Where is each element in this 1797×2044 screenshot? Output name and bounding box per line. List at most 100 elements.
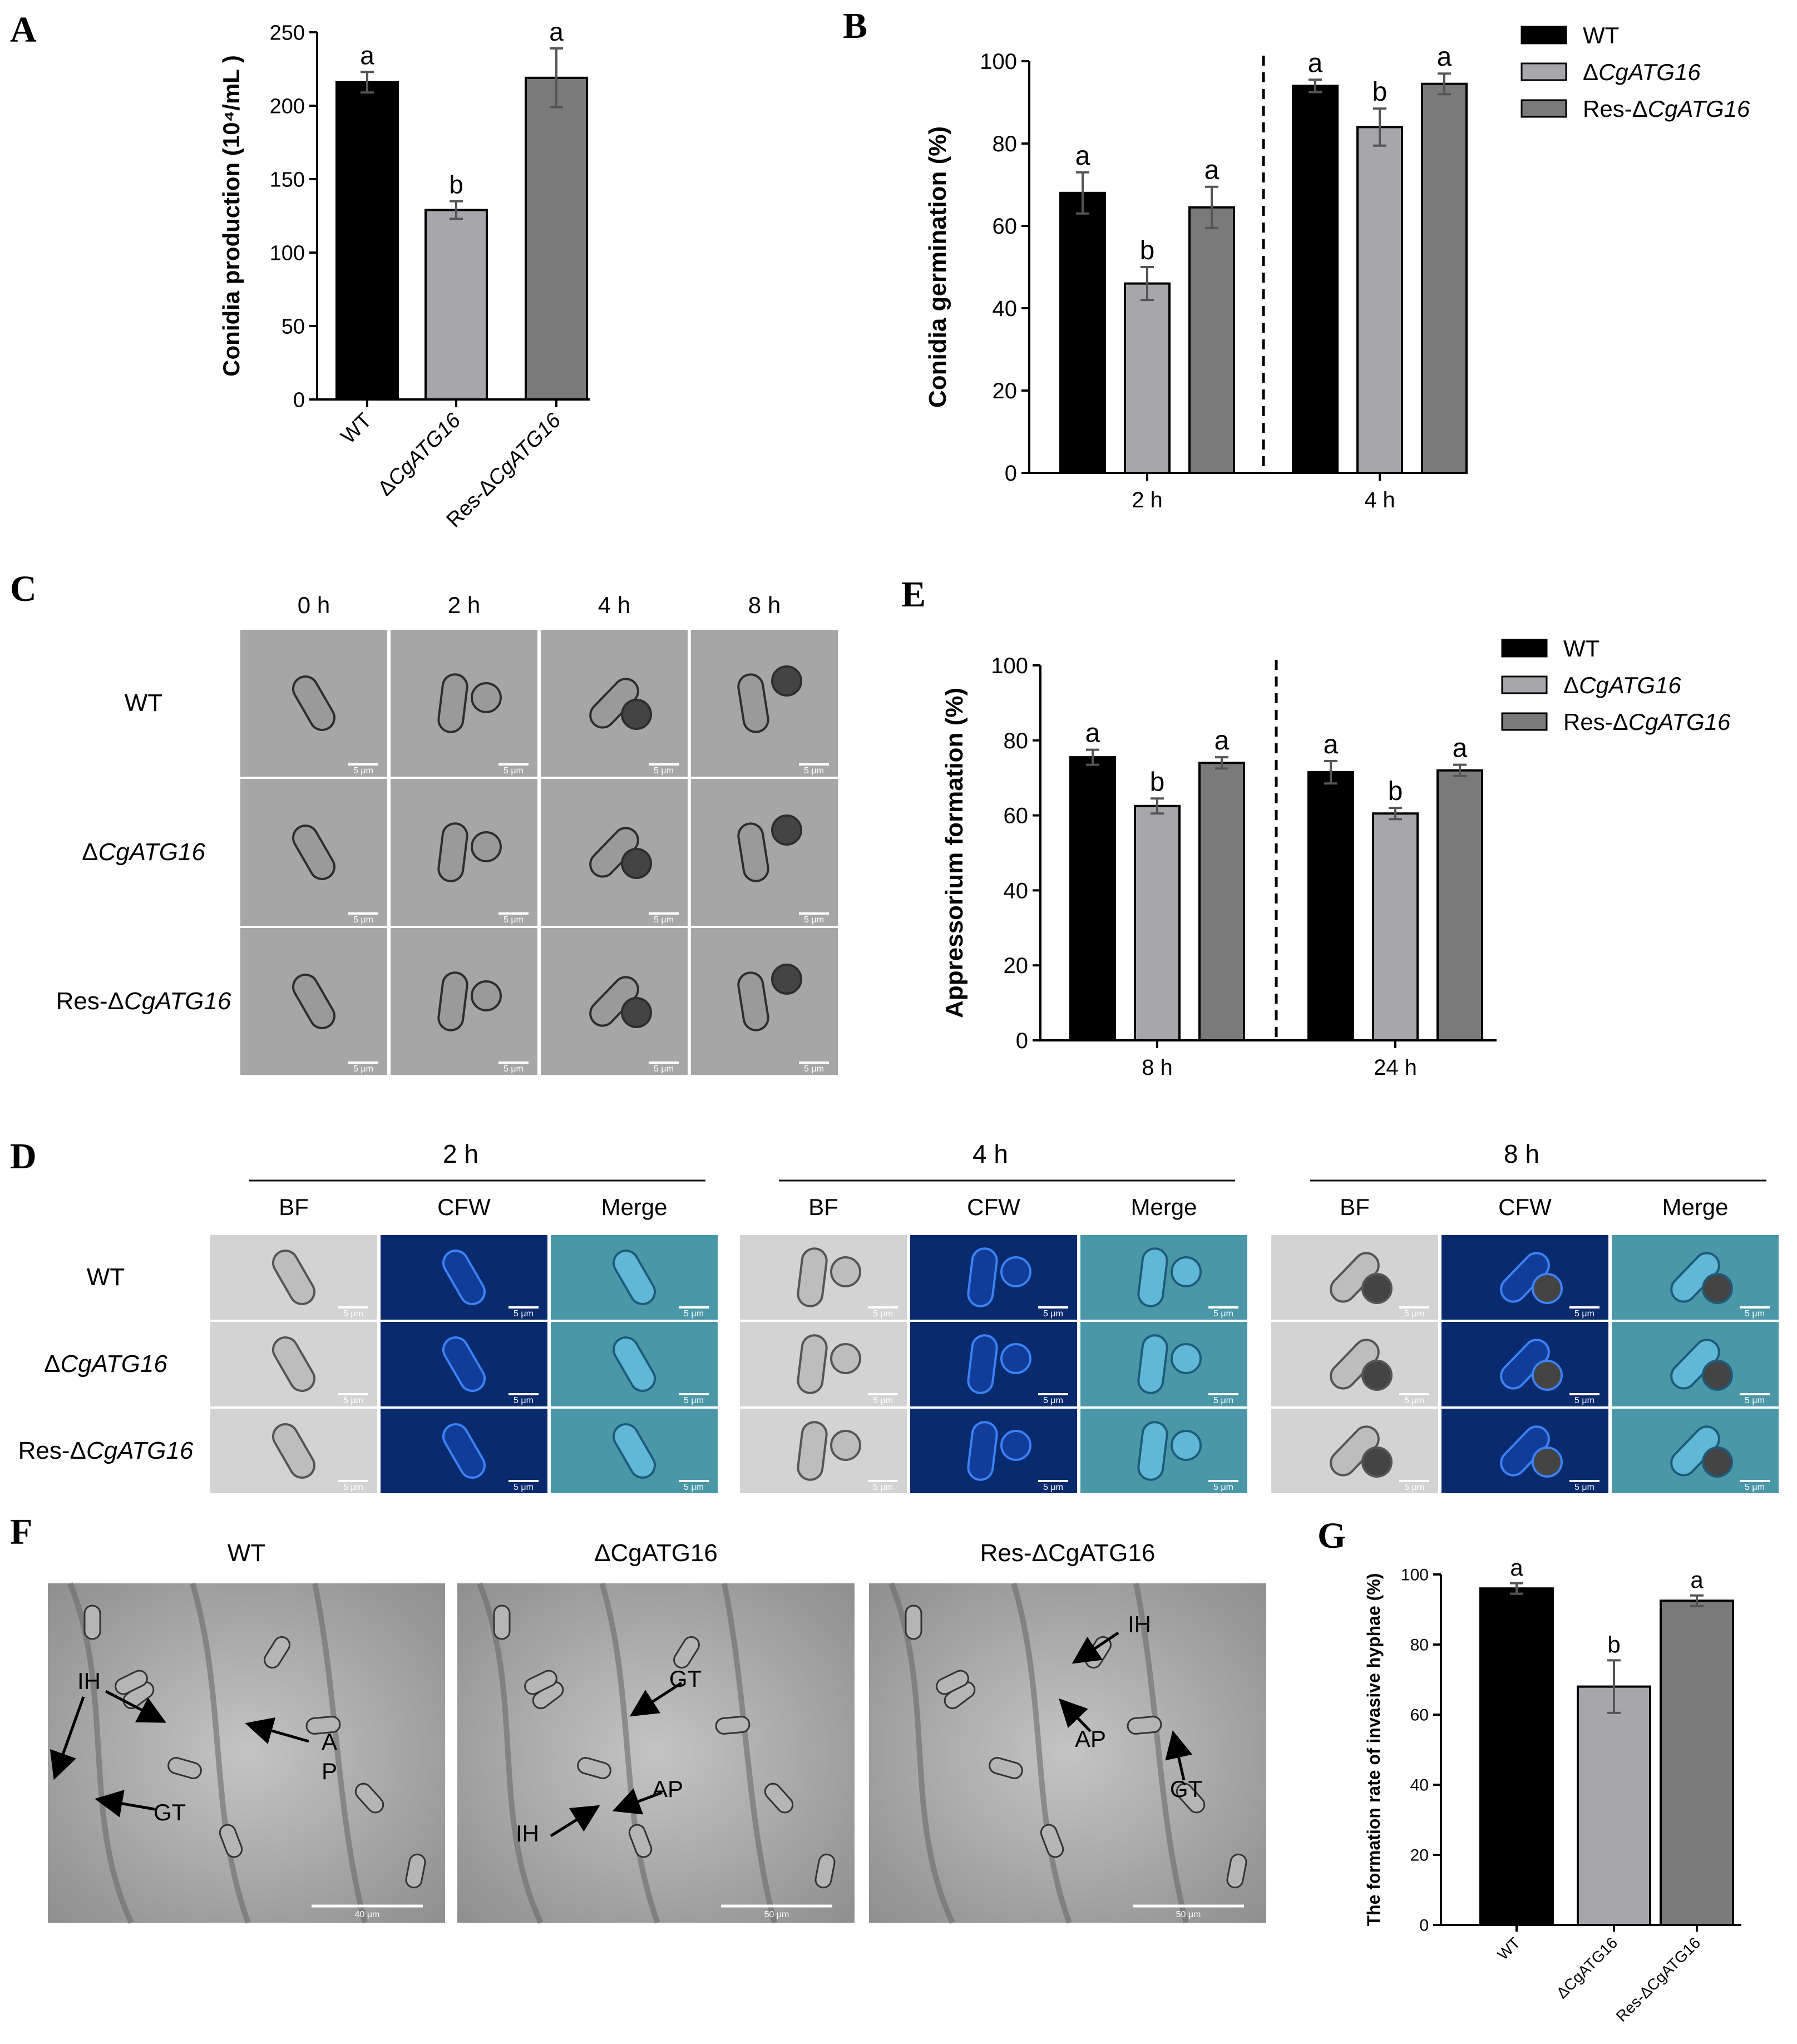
structure-label: AP <box>652 1776 683 1802</box>
scale-bar-label: 5 μm <box>514 1309 534 1319</box>
bar <box>335 81 399 401</box>
y-tick-label: 20 <box>993 379 1018 403</box>
scale-bar-label: 5 μm <box>503 915 524 925</box>
conidium-shape <box>442 1423 486 1479</box>
plant-cell-wall <box>722 1583 777 1924</box>
channel-header: CFW <box>1498 1194 1552 1220</box>
conidium-shape <box>967 1334 998 1394</box>
x-tick-label: ΔCgATG16 <box>1553 1934 1621 2002</box>
column-header: 8 h <box>748 592 781 618</box>
label-prefix: Res-Δ <box>1583 96 1648 122</box>
scale-bar-label: 5 μm <box>1574 1396 1594 1405</box>
y-axis-label: Conidia germination (%) <box>924 126 951 408</box>
label-gene: CgATG16 <box>383 408 466 491</box>
bar <box>1059 191 1106 474</box>
label-prefix: WT <box>1563 635 1599 661</box>
y-tick-label: 250 <box>270 21 305 45</box>
label-gene: CgATG16 <box>1579 672 1681 698</box>
chart-b: 0 20 40 60 80 100 Conidia germination (%) a b a 2 … <box>924 22 1750 512</box>
structure-label: GT <box>1170 1776 1202 1802</box>
panel-label-g: G <box>1317 1515 1346 1556</box>
significance-letter: b <box>1607 1631 1620 1657</box>
conidium-shape <box>83 1604 101 1640</box>
y-tick-label: 150 <box>270 168 305 191</box>
structure-label: IH <box>516 1820 539 1846</box>
conidium-shape <box>577 1757 611 1779</box>
significance-letter: b <box>1140 236 1155 265</box>
panel-label-e: E <box>901 574 926 615</box>
scale-bar-label: 5 μm <box>343 1396 363 1405</box>
conidium-shape <box>264 1636 290 1669</box>
conidium-shape <box>1137 1247 1168 1307</box>
channel-header: Merge <box>1662 1194 1728 1220</box>
scale-bar-label: 5 μm <box>1213 1396 1233 1405</box>
arrow-icon <box>50 1696 85 1780</box>
y-tick-label: 100 <box>980 50 1017 74</box>
timepoint-header: 4 h <box>972 1139 1008 1168</box>
significance-letter: a <box>1437 42 1452 72</box>
significance-letter: a <box>1324 730 1339 759</box>
conidium-shape <box>613 1250 656 1305</box>
appressorium-shape <box>1532 1360 1563 1391</box>
conidium-shape <box>115 1670 148 1695</box>
conidium-shape <box>292 824 335 880</box>
appressorium-shape <box>771 964 802 995</box>
significance-letter: b <box>1373 77 1388 107</box>
bar <box>1134 804 1181 1041</box>
appressorium-shape <box>771 665 802 697</box>
scale-bar-label: 5 μm <box>684 1309 704 1319</box>
scale-bar-label: 50 μm <box>764 1910 789 1919</box>
channel-header: Merge <box>1130 1194 1197 1220</box>
y-tick-label: 0 <box>1016 1029 1028 1053</box>
image-title: Res-ΔCgATG16 <box>980 1539 1156 1567</box>
arrow-icon <box>1165 1730 1193 1781</box>
appressorium-shape <box>830 1430 861 1461</box>
timepoint-header: 2 h <box>443 1139 478 1168</box>
scale-bar-label: 5 μm <box>353 1064 373 1074</box>
bar <box>424 209 488 401</box>
conidium-shape <box>1040 1824 1064 1858</box>
appressorium-shape <box>471 980 502 1011</box>
row-label: WT <box>87 1263 125 1291</box>
significance-letter: a <box>1204 156 1220 185</box>
appressorium-shape <box>1171 1430 1202 1461</box>
image-title: WT <box>228 1539 265 1567</box>
significance-letter: a <box>549 17 564 46</box>
label-prefix: Δ <box>1563 672 1579 698</box>
column-header: 4 h <box>598 592 630 618</box>
row-label: Res-ΔCgATG16 <box>18 1437 194 1464</box>
legend-label: WT <box>1583 22 1619 48</box>
scale-bar-label: 5 μm <box>1404 1309 1424 1319</box>
conidium-shape <box>967 1421 998 1481</box>
y-tick-label: 100 <box>1401 1566 1429 1584</box>
legend-label: WT <box>1563 635 1599 661</box>
scale-bar-label: 5 μm <box>684 1396 704 1405</box>
scale-bar-label: 5 μm <box>353 766 373 776</box>
scale-bar-label: 5 μm <box>873 1483 893 1492</box>
significance-letter: a <box>1510 1554 1523 1581</box>
scale-bar-label: 40 μm <box>355 1910 380 1919</box>
label-gene: CgATG16 <box>86 1437 194 1464</box>
y-tick-label: 60 <box>993 214 1018 239</box>
field-image <box>48 1583 445 1923</box>
y-axis-label: Appressorium formation (%) <box>941 688 968 1018</box>
arrow-icon <box>1072 1631 1119 1664</box>
channel-header: CFW <box>967 1194 1020 1220</box>
legend-swatch <box>1520 62 1567 81</box>
label-prefix: Res-Δ <box>18 1437 86 1464</box>
scale-bar-label: 5 μm <box>514 1483 534 1492</box>
conidium-shape <box>524 1670 557 1695</box>
label-gene: CgATG16 <box>98 838 206 866</box>
legend-label: ΔCgATG16 <box>1583 59 1701 85</box>
conidium-shape <box>797 1421 828 1481</box>
scale-bar-label: 5 μm <box>654 915 674 925</box>
panel-label-f: F <box>10 1512 32 1552</box>
y-tick-label: 80 <box>1004 729 1029 753</box>
x-tick-label: 2 h <box>1132 488 1163 512</box>
label-gene: CgATG16 <box>61 1350 168 1378</box>
bar <box>1372 812 1419 1041</box>
scale-bar-label: 5 μm <box>1043 1483 1063 1492</box>
conidium-shape <box>437 971 468 1031</box>
y-tick-label: 20 <box>1004 954 1029 978</box>
